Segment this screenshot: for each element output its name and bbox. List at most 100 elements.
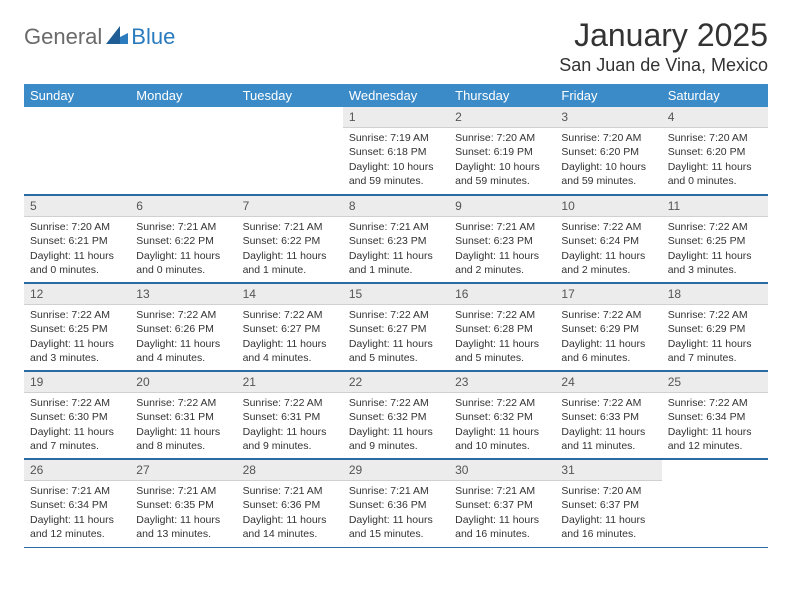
calendar-day-cell: 26Sunrise: 7:21 AM Sunset: 6:34 PM Dayli…: [24, 459, 130, 547]
day-number: 5: [24, 196, 130, 217]
day-number: 28: [237, 460, 343, 481]
calendar-day-cell: 6Sunrise: 7:21 AM Sunset: 6:22 PM Daylig…: [130, 195, 236, 283]
calendar-day-cell: 28Sunrise: 7:21 AM Sunset: 6:36 PM Dayli…: [237, 459, 343, 547]
calendar-day-cell: 16Sunrise: 7:22 AM Sunset: 6:28 PM Dayli…: [449, 283, 555, 371]
weekday-header: Sunday: [24, 84, 130, 107]
day-number: 23: [449, 372, 555, 393]
calendar-week-row: 12Sunrise: 7:22 AM Sunset: 6:25 PM Dayli…: [24, 283, 768, 371]
day-detail-text: Sunrise: 7:20 AM Sunset: 6:20 PM Dayligh…: [555, 128, 661, 192]
day-number: 2: [449, 107, 555, 128]
day-detail-text: Sunrise: 7:22 AM Sunset: 6:31 PM Dayligh…: [130, 393, 236, 457]
day-number: 12: [24, 284, 130, 305]
calendar-day-cell: 29Sunrise: 7:21 AM Sunset: 6:36 PM Dayli…: [343, 459, 449, 547]
calendar-day-cell: [24, 107, 130, 195]
calendar-body: 1Sunrise: 7:19 AM Sunset: 6:18 PM Daylig…: [24, 107, 768, 547]
day-detail-text: Sunrise: 7:19 AM Sunset: 6:18 PM Dayligh…: [343, 128, 449, 192]
calendar-day-cell: 23Sunrise: 7:22 AM Sunset: 6:32 PM Dayli…: [449, 371, 555, 459]
calendar-page: General Blue January 2025 San Juan de Vi…: [0, 0, 792, 548]
calendar-day-cell: 24Sunrise: 7:22 AM Sunset: 6:33 PM Dayli…: [555, 371, 661, 459]
day-number: 1: [343, 107, 449, 128]
day-number: 17: [555, 284, 661, 305]
day-detail-text: Sunrise: 7:22 AM Sunset: 6:32 PM Dayligh…: [449, 393, 555, 457]
day-number: 10: [555, 196, 661, 217]
day-detail-text: Sunrise: 7:22 AM Sunset: 6:33 PM Dayligh…: [555, 393, 661, 457]
day-detail-text: Sunrise: 7:20 AM Sunset: 6:37 PM Dayligh…: [555, 481, 661, 545]
day-number: 30: [449, 460, 555, 481]
calendar-day-cell: 25Sunrise: 7:22 AM Sunset: 6:34 PM Dayli…: [662, 371, 768, 459]
day-number: 6: [130, 196, 236, 217]
calendar-day-cell: 10Sunrise: 7:22 AM Sunset: 6:24 PM Dayli…: [555, 195, 661, 283]
day-detail-text: Sunrise: 7:22 AM Sunset: 6:28 PM Dayligh…: [449, 305, 555, 369]
day-detail-text: Sunrise: 7:20 AM Sunset: 6:20 PM Dayligh…: [662, 128, 768, 192]
calendar-day-cell: 30Sunrise: 7:21 AM Sunset: 6:37 PM Dayli…: [449, 459, 555, 547]
day-detail-text: [662, 466, 768, 473]
calendar-week-row: 26Sunrise: 7:21 AM Sunset: 6:34 PM Dayli…: [24, 459, 768, 547]
day-detail-text: Sunrise: 7:22 AM Sunset: 6:34 PM Dayligh…: [662, 393, 768, 457]
day-number: 14: [237, 284, 343, 305]
day-detail-text: [130, 113, 236, 120]
calendar-day-cell: 9Sunrise: 7:21 AM Sunset: 6:23 PM Daylig…: [449, 195, 555, 283]
day-number: 3: [555, 107, 661, 128]
page-header: General Blue January 2025 San Juan de Vi…: [24, 18, 768, 76]
calendar-day-cell: 31Sunrise: 7:20 AM Sunset: 6:37 PM Dayli…: [555, 459, 661, 547]
calendar-day-cell: 12Sunrise: 7:22 AM Sunset: 6:25 PM Dayli…: [24, 283, 130, 371]
day-detail-text: Sunrise: 7:21 AM Sunset: 6:22 PM Dayligh…: [237, 217, 343, 281]
day-detail-text: Sunrise: 7:22 AM Sunset: 6:24 PM Dayligh…: [555, 217, 661, 281]
day-detail-text: [237, 113, 343, 120]
calendar-day-cell: 5Sunrise: 7:20 AM Sunset: 6:21 PM Daylig…: [24, 195, 130, 283]
day-detail-text: Sunrise: 7:21 AM Sunset: 6:35 PM Dayligh…: [130, 481, 236, 545]
weekday-header: Tuesday: [237, 84, 343, 107]
day-number: 7: [237, 196, 343, 217]
calendar-day-cell: 22Sunrise: 7:22 AM Sunset: 6:32 PM Dayli…: [343, 371, 449, 459]
day-detail-text: Sunrise: 7:22 AM Sunset: 6:27 PM Dayligh…: [237, 305, 343, 369]
day-number: 11: [662, 196, 768, 217]
calendar-day-cell: 21Sunrise: 7:22 AM Sunset: 6:31 PM Dayli…: [237, 371, 343, 459]
day-number: 24: [555, 372, 661, 393]
calendar-day-cell: [237, 107, 343, 195]
day-detail-text: Sunrise: 7:21 AM Sunset: 6:36 PM Dayligh…: [237, 481, 343, 545]
logo-text-general: General: [24, 24, 102, 50]
calendar-day-cell: 17Sunrise: 7:22 AM Sunset: 6:29 PM Dayli…: [555, 283, 661, 371]
calendar-day-cell: [662, 459, 768, 547]
day-detail-text: Sunrise: 7:22 AM Sunset: 6:25 PM Dayligh…: [24, 305, 130, 369]
day-number: 29: [343, 460, 449, 481]
calendar-day-cell: 7Sunrise: 7:21 AM Sunset: 6:22 PM Daylig…: [237, 195, 343, 283]
calendar-day-cell: 11Sunrise: 7:22 AM Sunset: 6:25 PM Dayli…: [662, 195, 768, 283]
day-number: 18: [662, 284, 768, 305]
calendar-day-cell: 4Sunrise: 7:20 AM Sunset: 6:20 PM Daylig…: [662, 107, 768, 195]
day-number: 16: [449, 284, 555, 305]
day-number: 19: [24, 372, 130, 393]
calendar-day-cell: 3Sunrise: 7:20 AM Sunset: 6:20 PM Daylig…: [555, 107, 661, 195]
day-number: 9: [449, 196, 555, 217]
calendar-day-cell: 27Sunrise: 7:21 AM Sunset: 6:35 PM Dayli…: [130, 459, 236, 547]
calendar-week-row: 1Sunrise: 7:19 AM Sunset: 6:18 PM Daylig…: [24, 107, 768, 195]
calendar-table: Sunday Monday Tuesday Wednesday Thursday…: [24, 84, 768, 548]
calendar-day-cell: [130, 107, 236, 195]
day-detail-text: Sunrise: 7:22 AM Sunset: 6:31 PM Dayligh…: [237, 393, 343, 457]
calendar-day-cell: 20Sunrise: 7:22 AM Sunset: 6:31 PM Dayli…: [130, 371, 236, 459]
calendar-day-cell: 19Sunrise: 7:22 AM Sunset: 6:30 PM Dayli…: [24, 371, 130, 459]
calendar-day-cell: 1Sunrise: 7:19 AM Sunset: 6:18 PM Daylig…: [343, 107, 449, 195]
day-detail-text: [24, 113, 130, 120]
day-detail-text: Sunrise: 7:22 AM Sunset: 6:29 PM Dayligh…: [662, 305, 768, 369]
location-subtitle: San Juan de Vina, Mexico: [559, 55, 768, 76]
day-detail-text: Sunrise: 7:21 AM Sunset: 6:23 PM Dayligh…: [449, 217, 555, 281]
calendar-header-row: Sunday Monday Tuesday Wednesday Thursday…: [24, 84, 768, 107]
weekday-header: Saturday: [662, 84, 768, 107]
weekday-header: Thursday: [449, 84, 555, 107]
day-number: 26: [24, 460, 130, 481]
calendar-day-cell: 15Sunrise: 7:22 AM Sunset: 6:27 PM Dayli…: [343, 283, 449, 371]
calendar-day-cell: 14Sunrise: 7:22 AM Sunset: 6:27 PM Dayli…: [237, 283, 343, 371]
day-detail-text: Sunrise: 7:20 AM Sunset: 6:21 PM Dayligh…: [24, 217, 130, 281]
logo-mark-icon: [106, 26, 128, 49]
day-number: 22: [343, 372, 449, 393]
day-number: 15: [343, 284, 449, 305]
day-detail-text: Sunrise: 7:21 AM Sunset: 6:34 PM Dayligh…: [24, 481, 130, 545]
day-detail-text: Sunrise: 7:22 AM Sunset: 6:26 PM Dayligh…: [130, 305, 236, 369]
calendar-week-row: 5Sunrise: 7:20 AM Sunset: 6:21 PM Daylig…: [24, 195, 768, 283]
day-detail-text: Sunrise: 7:21 AM Sunset: 6:36 PM Dayligh…: [343, 481, 449, 545]
day-detail-text: Sunrise: 7:22 AM Sunset: 6:30 PM Dayligh…: [24, 393, 130, 457]
calendar-day-cell: 18Sunrise: 7:22 AM Sunset: 6:29 PM Dayli…: [662, 283, 768, 371]
day-number: 13: [130, 284, 236, 305]
day-detail-text: Sunrise: 7:22 AM Sunset: 6:27 PM Dayligh…: [343, 305, 449, 369]
